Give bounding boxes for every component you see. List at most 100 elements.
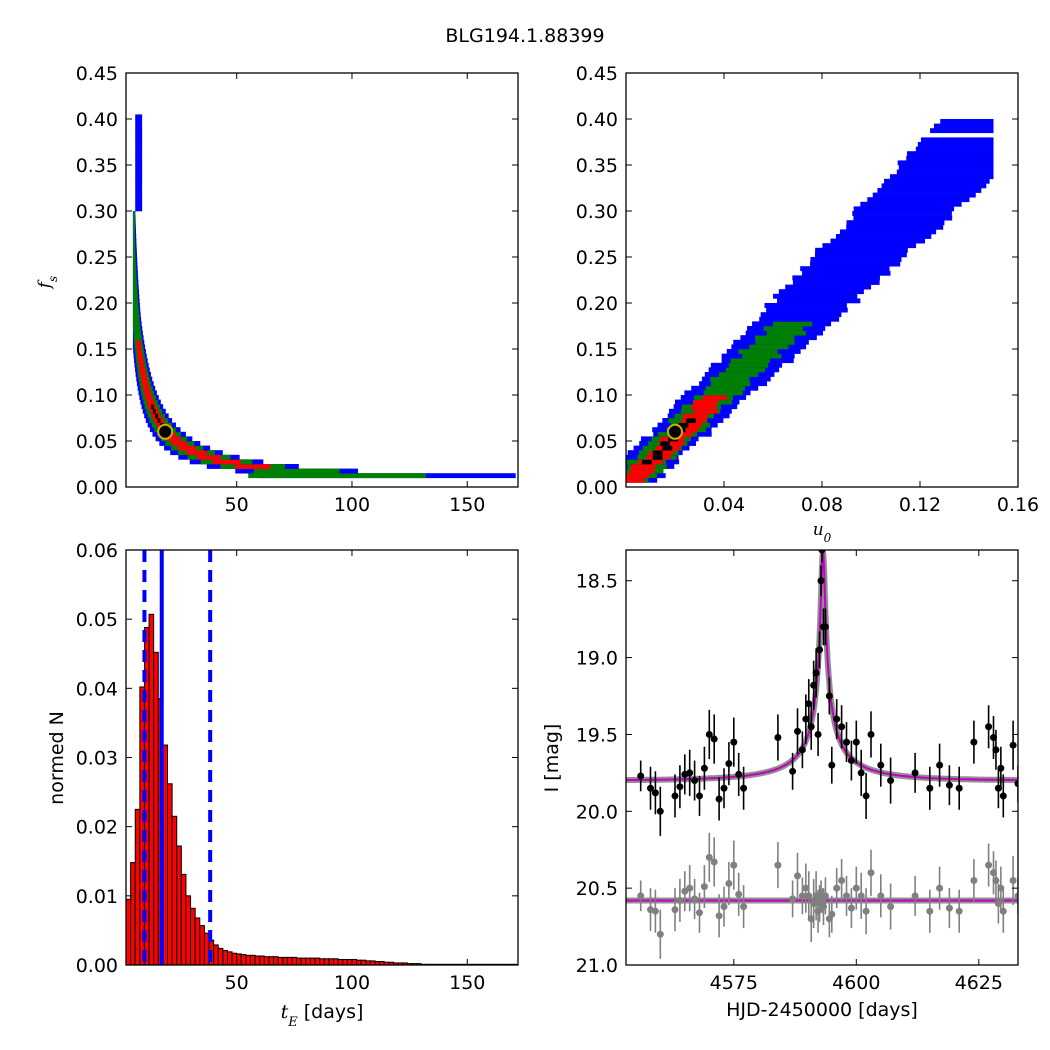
tr-density-cell (711, 381, 751, 387)
tr-density-cell (626, 473, 650, 479)
tl-density-cell (132, 252, 136, 258)
tl-density-cell (132, 284, 138, 290)
br-residual-point (789, 895, 797, 903)
br-data-point (1009, 741, 1017, 749)
bl-hist-bar (337, 958, 344, 966)
tr-density-cell (860, 201, 962, 207)
br-residual-point (945, 904, 953, 912)
br-residual-point (705, 853, 713, 861)
tl-density-cell (135, 123, 143, 129)
tr-ytick-label: 0.40 (576, 109, 618, 131)
bl-hist-bar (213, 944, 219, 966)
bl-ytick-label: 0.00 (76, 955, 118, 977)
tr-density-cell (742, 353, 782, 359)
tl-density-cell (235, 464, 271, 469)
tl-ytick-label: 0.45 (76, 63, 118, 85)
br-data-point (651, 789, 659, 797)
tr-density-cell (760, 312, 842, 318)
tl-density-cell (135, 197, 143, 203)
br-data-point (686, 769, 694, 777)
bl-hist-bar (305, 957, 311, 966)
tr-density-cell (906, 155, 994, 161)
bl-ytick-label: 0.06 (76, 540, 118, 562)
br-frame (625, 549, 1019, 966)
tl-density-cell (132, 303, 139, 308)
br-data-point (821, 623, 829, 631)
tr-xtick-label: 0.16 (997, 494, 1039, 516)
tl-density-cell (135, 160, 143, 166)
tr-density-cell (830, 238, 925, 244)
br-data-point (647, 784, 654, 792)
br-residual-point (700, 883, 708, 891)
bl-xtick-label: 150 (449, 972, 485, 994)
br-data-point (814, 730, 822, 738)
br-ytick-label: 18.5 (576, 571, 618, 593)
tr-best-fit-marker (667, 423, 683, 440)
tr-ytick-label: 0.05 (576, 431, 618, 453)
tr-density-cell (896, 169, 994, 175)
tr-density-cell (728, 362, 768, 368)
tl-density-cell (144, 390, 152, 396)
tr-density-cell (710, 376, 750, 382)
tl-density-cell (135, 169, 143, 175)
bl-hist-bar (199, 925, 205, 966)
tr-density-cell (693, 408, 718, 414)
tr-density-cell (705, 385, 745, 391)
br-residual-point (671, 906, 679, 914)
br-data-point (828, 761, 836, 769)
bl-hist-bar (250, 954, 256, 966)
br-data-point (700, 764, 708, 772)
br-data-point (833, 715, 841, 723)
br-data-point (807, 723, 815, 731)
br-data-point (812, 669, 820, 677)
tr-density-cell (764, 303, 847, 308)
tl-density-cell (135, 178, 143, 184)
br-xtick-label: 4625 (955, 972, 1003, 994)
tl-density-cell (154, 413, 158, 419)
tr-density-cell (730, 358, 770, 364)
bl-hist-bar (231, 952, 238, 966)
tr-density-cell (792, 280, 880, 285)
tl-density-cell (141, 376, 148, 382)
tl-density-cell (151, 404, 154, 410)
tl-density-cell (135, 183, 143, 189)
br-xlabel: HJD-2450000 [days] (726, 999, 918, 1021)
br-data-point (911, 769, 919, 777)
tr-ytick-label: 0.00 (576, 477, 618, 499)
tr-ytick-label: 0.20 (576, 293, 618, 315)
bl-hist-bar (323, 958, 330, 966)
br-data-point (705, 730, 713, 738)
br-data-point (798, 746, 806, 754)
br-residual-point (936, 884, 944, 892)
tl-density-cell (135, 155, 143, 161)
br-residual-point (828, 910, 836, 918)
br-data-point (877, 761, 885, 769)
tr-density-cell (930, 128, 994, 134)
tr-density-cell (686, 418, 696, 423)
br-data-point (710, 735, 718, 743)
tl-ytick-label: 0.10 (76, 385, 118, 407)
br-ytick-label: 21.0 (576, 955, 618, 977)
tl-density-cell (135, 119, 143, 124)
tl-density-cell (142, 381, 149, 387)
tr-density-cell (920, 137, 994, 143)
tr-density-cell (897, 160, 994, 166)
bl-hist-bar (296, 957, 302, 966)
br-residual-point (735, 890, 743, 898)
tr-density-cell (676, 422, 702, 428)
tr-density-cell (884, 178, 990, 184)
tr-ytick-label: 0.15 (576, 339, 618, 361)
tl-density-cell (132, 234, 135, 239)
tl-density-cell (135, 137, 143, 143)
tr-density-cell (755, 335, 795, 341)
tl-density-cell (135, 128, 143, 134)
bl-hist-bar (319, 958, 325, 966)
tr-density-cell (718, 372, 759, 377)
tr-density-cell (940, 119, 994, 124)
tl-density-cell (146, 399, 155, 405)
bl-hist-bar (185, 895, 192, 966)
br-residual-point (686, 884, 694, 892)
bl-hist-bar (240, 954, 247, 966)
tl-xtick-label: 150 (449, 494, 485, 516)
tr-density-cell (626, 477, 645, 483)
